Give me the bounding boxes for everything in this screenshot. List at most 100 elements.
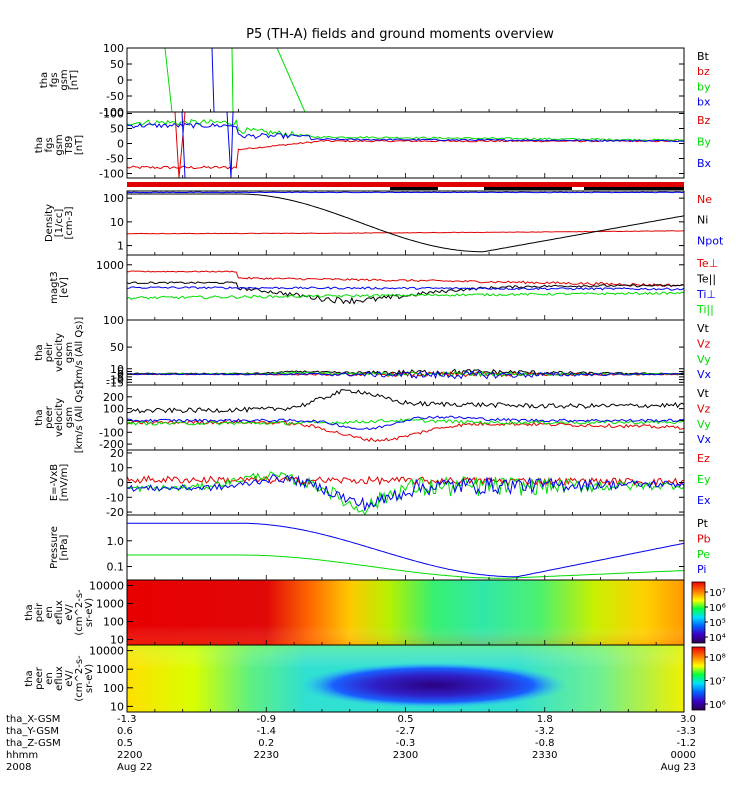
panel-9-ylabel-line: en bbox=[44, 606, 55, 619]
panel-5-ylabel-line: [km/s (All Qs)] bbox=[74, 317, 85, 389]
panel-9-ylabel-line: tha bbox=[24, 604, 35, 620]
panel-1-ylabel-line: fgs bbox=[49, 72, 60, 87]
panel-7-ylabel-line: E=-VxB bbox=[49, 464, 60, 501]
panel-7-legend-Ez: Ez bbox=[697, 452, 710, 465]
panel-5-series-Vx bbox=[126, 370, 685, 380]
panel-7-series-Ey bbox=[126, 471, 685, 516]
xaxis-tick-z: 0.5 bbox=[117, 738, 133, 749]
panel-7-ytick-label: 10 bbox=[110, 462, 124, 475]
panel-5-ytick-label: 10 bbox=[110, 363, 124, 376]
panel-9-colorbar-label: 10⁶ bbox=[709, 603, 726, 614]
panel-9-ytick-label: 10 bbox=[110, 634, 124, 647]
panel-7-series-Ez bbox=[126, 474, 685, 487]
xaxis-tick-y: -1.4 bbox=[256, 726, 276, 737]
xaxis-tick-z: 0.2 bbox=[258, 738, 274, 749]
xaxis-tick-x: -0.9 bbox=[256, 714, 276, 725]
xaxis-tick-hhmm: 2230 bbox=[254, 750, 279, 761]
panel-1-ytick-label: 100 bbox=[103, 42, 124, 55]
panel-2-transient-blue bbox=[181, 111, 186, 179]
panel-5-ytick-label: 50 bbox=[110, 341, 124, 354]
panel-6-ylabel-line: peer bbox=[44, 405, 55, 429]
panel-4-ylabel-line: magt3 bbox=[49, 271, 60, 304]
page-title: P5 (TH-A) fields and ground moments over… bbox=[246, 27, 554, 42]
mode-bar-black-2 bbox=[484, 187, 572, 190]
panel-10-ylabel-line: (cm^2-s- bbox=[74, 655, 85, 702]
panel-4-legend-Te: Te|| bbox=[696, 272, 716, 285]
panel-2-ylabel-line: fgs bbox=[44, 137, 55, 152]
panel-5-legend-Vy: Vy bbox=[697, 353, 711, 366]
panel-1-series-bx bbox=[211, 47, 215, 113]
panel-5-ylabel-line: peir bbox=[44, 342, 55, 362]
panel-4-series-Te bbox=[126, 270, 685, 288]
panel-8-ytick-label: 1.0 bbox=[107, 535, 125, 548]
xaxis-tick-hhmm: 0000 bbox=[671, 750, 696, 761]
panel-5-ylabel-line: gsm bbox=[64, 342, 75, 363]
panel-9-colorbar-label: 10⁴ bbox=[709, 633, 726, 644]
panel-5-ytick-label: 0 bbox=[117, 368, 124, 381]
xaxis-tick-x: 1.8 bbox=[537, 714, 553, 725]
panel-1-series-by-3 bbox=[276, 47, 306, 113]
panel-9-colorbar bbox=[691, 581, 706, 644]
panel-8-frame bbox=[126, 514, 685, 581]
xaxis-row-label: tha_X-GSM bbox=[6, 714, 60, 725]
panel-6-ytick-label: 0 bbox=[117, 414, 124, 427]
panel-6-series-Vz bbox=[126, 419, 685, 443]
panel-2-series-Bz bbox=[126, 139, 685, 170]
panel-6 bbox=[126, 389, 685, 443]
panel-1-ytick-label: -100 bbox=[99, 106, 124, 119]
xaxis-tick-z: -0.3 bbox=[396, 738, 416, 749]
panel-1-legend-Bt: Bt bbox=[697, 50, 710, 63]
panel-3-ylabel-line: Density bbox=[44, 204, 55, 242]
panel-2-ylabel-line: tha bbox=[34, 137, 45, 153]
mode-bar-red bbox=[127, 182, 684, 187]
xaxis-tick-x: 0.5 bbox=[398, 714, 414, 725]
panel-10-ylabel-line: en bbox=[44, 672, 55, 685]
xaxis-tick-x: 3.0 bbox=[680, 714, 696, 725]
mode-bar-black-3 bbox=[584, 187, 684, 190]
panel-4-ytick-label: 1000 bbox=[96, 259, 124, 272]
xaxis-tick-hhmm: 2300 bbox=[393, 750, 418, 761]
panel-4-ylabel-line: [eV] bbox=[59, 277, 70, 298]
panel-8-series-Pe bbox=[127, 554, 685, 579]
panel-5-ylabel-line: tha bbox=[34, 344, 45, 360]
panel-8-legend-Pe: Pe bbox=[697, 548, 710, 561]
panel-10-ylabel-line: tha bbox=[24, 670, 35, 686]
panel-6-series-Vx bbox=[126, 415, 685, 431]
xaxis-tick-hhmm: 2330 bbox=[532, 750, 557, 761]
panel-10-colorbar-label: 10⁷ bbox=[709, 677, 726, 688]
panel-1-frame bbox=[126, 47, 685, 113]
panel-1-ytick-label: 0 bbox=[117, 74, 124, 87]
panel-9-ytick-label: 10000 bbox=[89, 579, 124, 592]
panel-3 bbox=[126, 191, 685, 253]
xaxis-tick-z: -0.8 bbox=[535, 738, 555, 749]
panel-3-ylabel-line: [1/cc] bbox=[54, 209, 65, 238]
panel-5 bbox=[126, 368, 685, 380]
panel-5-ytick-label: -5 bbox=[113, 371, 124, 384]
panel-2-ylabel-line: [nT] bbox=[74, 135, 85, 155]
panel-6-series-Vt bbox=[126, 389, 685, 414]
panel-9-ylabel-line: sr-eV) bbox=[84, 598, 95, 627]
panel-3-ylabel-line: [cm-3] bbox=[64, 206, 75, 239]
panel-1-series-by-2 bbox=[231, 47, 234, 113]
panel-3-ytick-label: 10 bbox=[110, 216, 124, 229]
panel-3-ytick-label: 100 bbox=[103, 192, 124, 205]
panel-3-frame bbox=[126, 190, 685, 256]
panel-3-ytick-label: 1 bbox=[117, 240, 124, 253]
panel-1-ylabel-line: gsm bbox=[59, 69, 70, 90]
panel-9-ylabel-line: eflux bbox=[54, 600, 65, 625]
xaxis-tick-y: -3.3 bbox=[676, 726, 696, 737]
panel-6-frame bbox=[126, 384, 685, 451]
panel-1-ytick-label: 50 bbox=[110, 58, 124, 71]
panel-2-ytick-label: 50 bbox=[110, 123, 124, 136]
panel-10-ytick-label: 10 bbox=[110, 700, 124, 713]
panel-4-series-Te bbox=[126, 281, 685, 305]
panel-6-legend-Vt: Vt bbox=[697, 387, 710, 400]
panel-2-ylabel-line: gsm bbox=[54, 134, 65, 155]
panel-9-heatmap-shade bbox=[127, 580, 684, 645]
panel-7 bbox=[126, 471, 685, 516]
panel-1-series-by bbox=[164, 47, 173, 113]
panel-2-ytick-label: -50 bbox=[106, 153, 124, 166]
panel-7-ytick-label: 0 bbox=[117, 477, 124, 490]
panel-5-legend-Vx: Vx bbox=[697, 368, 712, 381]
xaxis-row-label: tha_Z-GSM bbox=[6, 738, 61, 749]
